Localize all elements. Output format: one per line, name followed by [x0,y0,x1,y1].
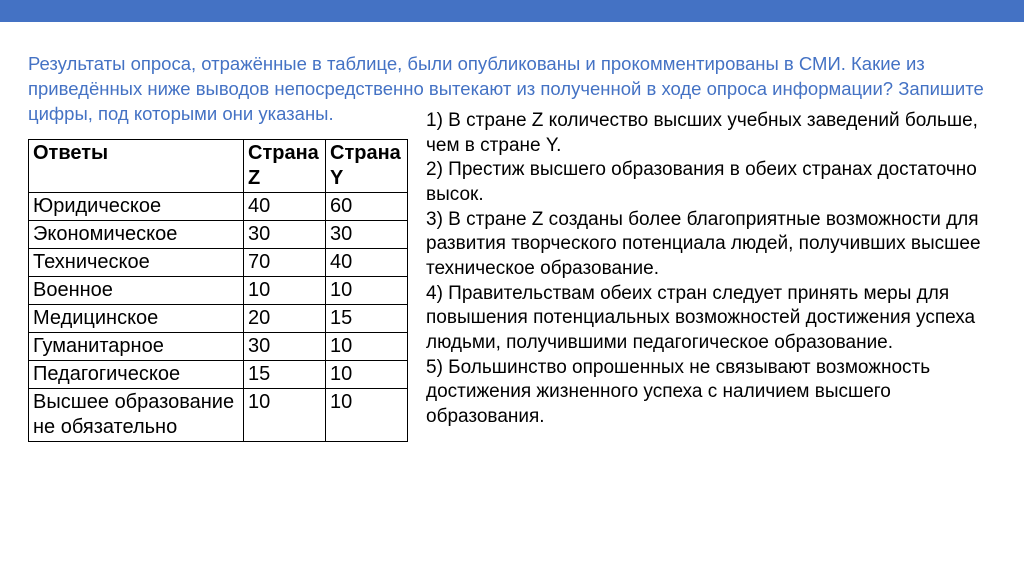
cell-z: 70 [244,248,326,276]
table-row: Техническое 70 40 [29,248,408,276]
table-row: Медицинское 20 15 [29,304,408,332]
cell-y: 40 [326,248,408,276]
table-row: Высшее образование не обязательно 10 10 [29,388,408,441]
cell-z: 10 [244,388,326,441]
cell-label: Педагогическое [29,360,244,388]
cell-z: 20 [244,304,326,332]
table-row: Юридическое 40 60 [29,192,408,220]
cell-z: 10 [244,276,326,304]
option-3: 3) В стране Z созданы более благоприятны… [426,208,996,282]
option-5: 5) Большинство опрошенных не связывают в… [426,356,996,430]
top-accent-bar [0,0,1024,22]
cell-label: Медицинское [29,304,244,332]
survey-table: Ответы Страна Z Страна Y Юридическое 40 … [28,139,408,442]
table-row: Гуманитарное 30 10 [29,332,408,360]
header-country-z: Страна Z [244,139,326,192]
cell-label: Высшее образование не обязательно [29,388,244,441]
cell-y: 10 [326,360,408,388]
header-answers: Ответы [29,139,244,192]
table-row: Экономическое 30 30 [29,220,408,248]
cell-y: 30 [326,220,408,248]
answer-options: 1) В стране Z количество высших учебных … [426,109,996,442]
survey-table-wrap: Ответы Страна Z Страна Y Юридическое 40 … [28,139,408,442]
main-row: Ответы Страна Z Страна Y Юридическое 40 … [28,139,996,442]
cell-z: 30 [244,220,326,248]
cell-label: Техническое [29,248,244,276]
cell-y: 10 [326,388,408,441]
cell-y: 60 [326,192,408,220]
cell-y: 15 [326,304,408,332]
cell-label: Экономическое [29,220,244,248]
table-header-row: Ответы Страна Z Страна Y [29,139,408,192]
table-row: Военное 10 10 [29,276,408,304]
cell-y: 10 [326,276,408,304]
table-row: Педагогическое 15 10 [29,360,408,388]
cell-z: 15 [244,360,326,388]
cell-z: 40 [244,192,326,220]
option-4: 4) Правительствам обеих стран следует пр… [426,282,996,356]
cell-y: 10 [326,332,408,360]
header-country-y: Страна Y [326,139,408,192]
option-1: 1) В стране Z количество высших учебных … [426,109,996,158]
content-area: Результаты опроса, отражённые в таблице,… [0,22,1024,442]
cell-label: Юридическое [29,192,244,220]
cell-label: Военное [29,276,244,304]
cell-label: Гуманитарное [29,332,244,360]
cell-z: 30 [244,332,326,360]
option-2: 2) Престиж высшего образования в обеих с… [426,158,996,207]
